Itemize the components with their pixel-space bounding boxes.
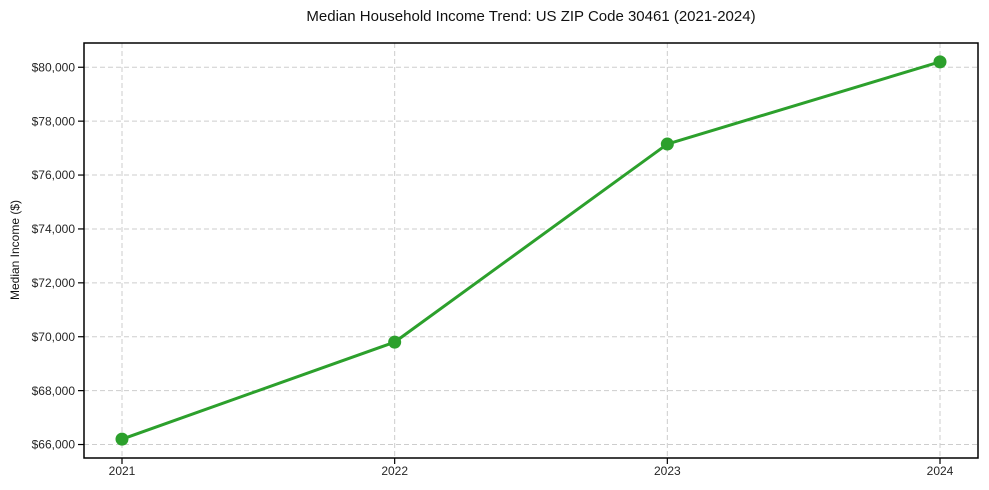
y-tick-label: $76,000 bbox=[32, 168, 76, 182]
data-point-2022 bbox=[388, 335, 402, 349]
x-tick-label: 2021 bbox=[109, 464, 136, 478]
series-layer bbox=[115, 55, 947, 446]
y-tick-label: $68,000 bbox=[32, 384, 76, 398]
y-axis-label: Median Income ($) bbox=[8, 200, 22, 300]
y-tick-label: $66,000 bbox=[32, 438, 76, 452]
grid-layer bbox=[84, 43, 978, 458]
x-tick-label: 2022 bbox=[381, 464, 408, 478]
axis-layer: $66,000 $68,000 $70,000 $72,000 $74,000 $76,0… bbox=[32, 42, 979, 478]
y-tick-label: $74,000 bbox=[32, 222, 76, 236]
data-point-2024 bbox=[933, 55, 947, 69]
chart-title: Median Household Income Trend: US ZIP Co… bbox=[306, 8, 755, 25]
x-tick-label: 2024 bbox=[927, 464, 954, 478]
y-tick-label: $78,000 bbox=[32, 114, 76, 128]
data-point-2023 bbox=[660, 137, 674, 151]
data-point-2021 bbox=[115, 432, 129, 446]
y-tick-label: $80,000 bbox=[32, 60, 76, 74]
plot-border bbox=[83, 42, 979, 459]
x-tick-label: 2023 bbox=[654, 464, 681, 478]
series-line-median-household-income bbox=[120, 60, 942, 441]
y-tick-label: $72,000 bbox=[32, 276, 76, 290]
y-tick-label: $70,000 bbox=[32, 330, 76, 344]
